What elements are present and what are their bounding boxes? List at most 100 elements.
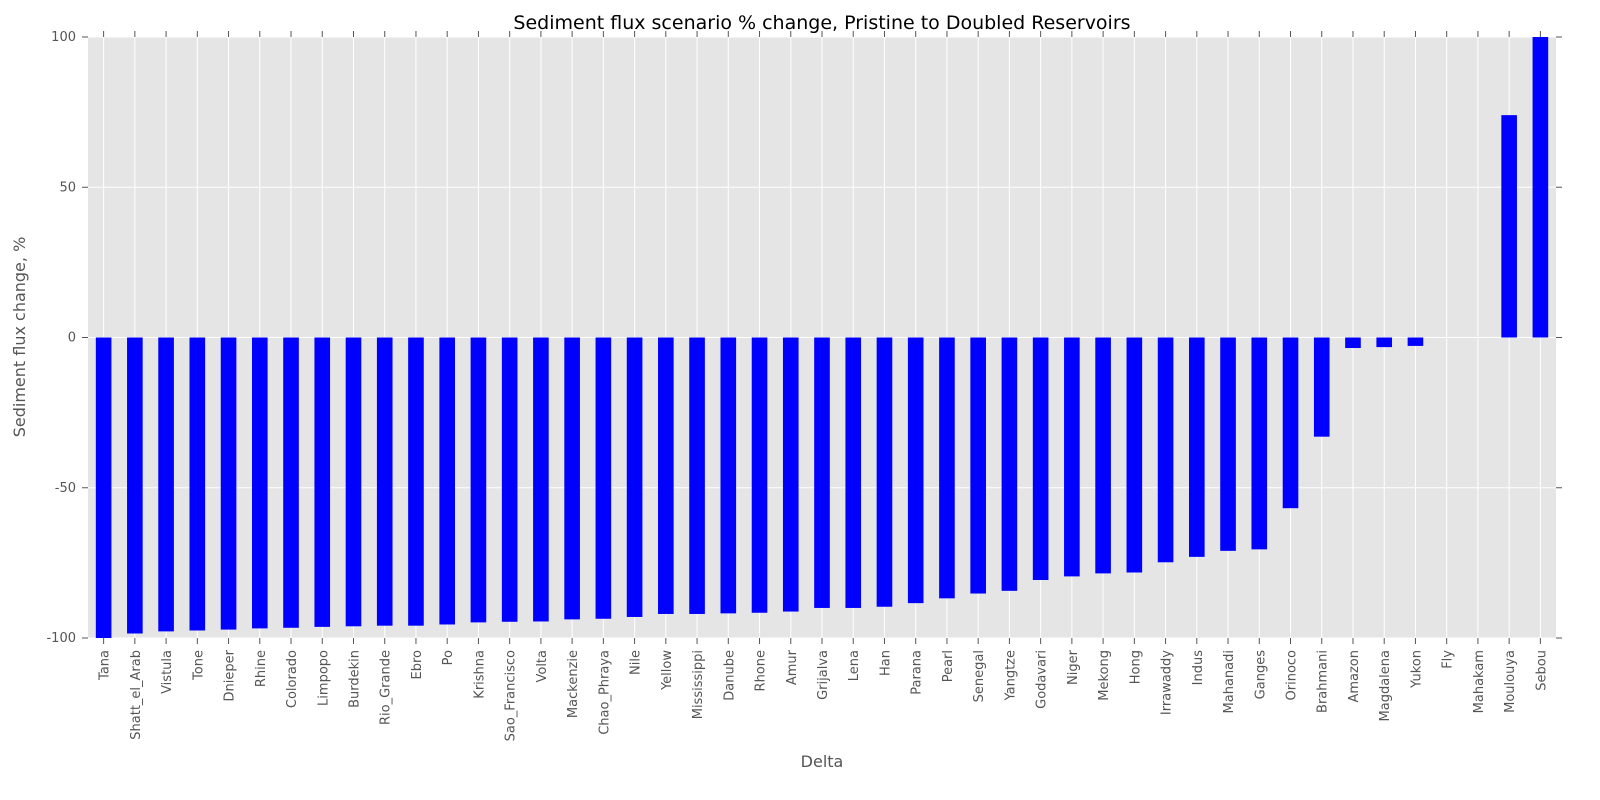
x-tick-label: Parana	[910, 650, 925, 695]
bar-senegal	[970, 337, 986, 594]
x-tick-label: Mahanadi	[1222, 650, 1237, 713]
x-tick-label: Orinoco	[1285, 650, 1300, 701]
bar-moulouya	[1501, 115, 1517, 338]
bar-rio-grande	[376, 337, 393, 626]
bar-mahanadi	[1220, 337, 1236, 551]
bar-danube	[720, 337, 737, 614]
x-tick-label: Tana	[98, 650, 113, 681]
bar-yellow	[658, 337, 674, 614]
bar-pearl	[939, 337, 955, 599]
ticks	[82, 31, 1562, 644]
x-tick-label: Rio_Grande	[379, 650, 394, 725]
x-tick-label: Rhone	[754, 650, 769, 691]
x-tick-label: Pearl	[941, 650, 956, 682]
y-tick-label: -50	[55, 481, 76, 496]
x-tick-label: Ebro	[410, 650, 425, 680]
x-tick-label: Hong	[1128, 650, 1143, 684]
y-axis-title: Sediment flux change, %	[10, 237, 29, 438]
x-tick-label: Shatt_el_Arab	[129, 650, 144, 740]
x-tick-label: Po	[441, 650, 456, 665]
x-tick-label: Amazon	[1347, 650, 1362, 703]
chart-title: Sediment flux scenario % change, Pristin…	[513, 12, 1130, 34]
x-tick-label: Mississippi	[691, 650, 706, 719]
bar-yukon	[1407, 337, 1424, 346]
tick-labels: 100 50 0 -50 -100 Tana Shatt_el_Arab Vistula Ton…	[46, 30, 1549, 741]
x-axis-title: Delta	[801, 752, 844, 771]
bar-yangtze	[1001, 337, 1018, 591]
y-tick-label: 50	[59, 180, 76, 195]
x-tick-label: Chao_Phraya	[597, 650, 612, 735]
x-tick-label: Grijalva	[816, 650, 831, 700]
x-tick-label: Irrawaddy	[1160, 650, 1175, 715]
bar-chao-phraya	[595, 337, 612, 619]
x-tick-label: Han	[878, 650, 893, 676]
x-tick-label: Lena	[847, 650, 862, 681]
x-tick-label: Sao_Francisco	[504, 650, 519, 741]
bar-limpopo	[314, 337, 331, 627]
y-tick-label: -100	[46, 631, 76, 646]
x-tick-label: Mahakam	[1472, 650, 1487, 713]
bar-niger	[1064, 337, 1080, 577]
bar-mississippi	[689, 337, 705, 614]
x-tick-label: Yellow	[660, 650, 675, 691]
bar-burdekin	[345, 337, 362, 627]
x-tick-label: Yukon	[1409, 650, 1424, 689]
x-tick-label: Indus	[1191, 650, 1206, 686]
x-tick-label: Moulouya	[1503, 650, 1518, 713]
bar-mekong	[1095, 337, 1111, 574]
bar-brahmani	[1313, 337, 1330, 437]
bar-sebou	[1532, 37, 1549, 338]
x-tick-label: Fly	[1441, 650, 1456, 669]
x-tick-label: Burdekin	[347, 650, 362, 708]
bar-godavari	[1032, 337, 1049, 581]
x-tick-label: Tone	[191, 650, 206, 681]
x-tick-label: Yangtze	[1003, 650, 1018, 702]
bar-dnieper	[220, 337, 237, 630]
x-tick-label: Mekong	[1097, 650, 1112, 701]
x-tick-label: Rhine	[254, 650, 269, 687]
x-tick-label: Magdalena	[1378, 650, 1393, 721]
bar-amazon	[1345, 337, 1361, 349]
x-tick-label: Amur	[785, 649, 800, 685]
bar-orinoco	[1282, 337, 1299, 509]
bar-rhine	[251, 337, 268, 629]
bar-indus	[1189, 337, 1205, 557]
bar-shatt-el-arab	[127, 337, 143, 634]
bar-sao-francisco	[501, 337, 518, 622]
bar-magdalena	[1376, 337, 1393, 348]
bar-volta	[533, 337, 549, 622]
bar-ebro	[408, 337, 424, 626]
bar-vistula	[158, 337, 174, 632]
x-tick-label: Dnieper	[223, 649, 238, 701]
y-tick-label: 100	[51, 30, 76, 45]
bar-po	[439, 337, 455, 625]
bar-tana	[95, 337, 112, 638]
x-tick-label: Mackenzie	[566, 650, 581, 718]
y-tick-label: 0	[68, 331, 76, 346]
x-tick-label: Godavari	[1035, 650, 1050, 709]
bar-mackenzie	[564, 337, 580, 620]
x-tick-label: Nile	[629, 650, 644, 675]
x-tick-label: Vistula	[160, 650, 175, 694]
x-tick-label: Sebou	[1534, 650, 1549, 691]
bar-irrawaddy	[1157, 337, 1174, 563]
x-tick-label: Limpopo	[316, 650, 331, 706]
bar-grijalva	[814, 337, 830, 608]
bars	[95, 37, 1549, 638]
x-tick-label: Brahmani	[1316, 650, 1331, 713]
x-tick-label: Volta	[535, 650, 550, 683]
bar-tone	[189, 337, 206, 631]
bar-lena	[845, 337, 862, 608]
bar-krishna	[470, 337, 487, 623]
x-tick-label: Colorado	[285, 650, 300, 708]
bar-ganges	[1251, 337, 1268, 550]
bar-han	[876, 337, 893, 607]
x-tick-label: Krishna	[472, 650, 487, 699]
bar-hong	[1126, 337, 1143, 573]
x-tick-label: Ganges	[1253, 650, 1268, 700]
bar-rhone	[751, 337, 768, 613]
bar-colorado	[283, 337, 299, 628]
bar-amur	[782, 337, 799, 612]
